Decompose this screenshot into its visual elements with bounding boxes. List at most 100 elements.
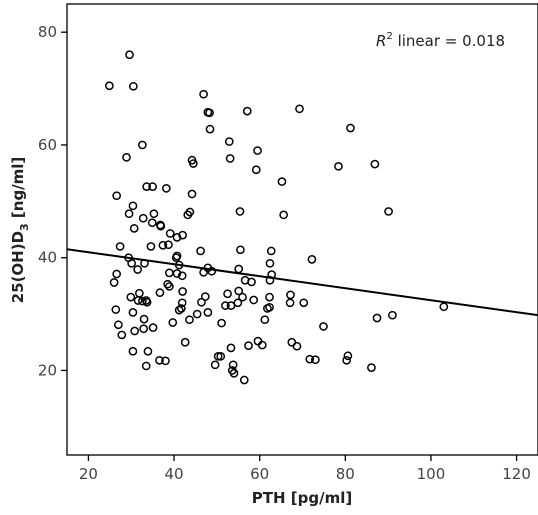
data-point	[226, 343, 236, 353]
data-point	[105, 81, 114, 91]
x-tick-label: 80	[336, 465, 355, 483]
plot-area	[66, 3, 538, 456]
data-point	[111, 305, 121, 314]
y-axis-label: 25(OH)D3 [ng/ml]	[9, 157, 31, 304]
data-point	[141, 361, 151, 371]
x-tick-label: 120	[502, 465, 531, 483]
data-point	[216, 351, 226, 361]
data-point	[176, 304, 186, 313]
data-point	[187, 189, 197, 199]
data-point	[177, 298, 187, 308]
data-point	[265, 258, 275, 268]
data-point	[236, 245, 245, 255]
y-tick-label: 80	[38, 23, 57, 41]
data-point	[200, 292, 210, 301]
data-point	[128, 201, 138, 211]
data-point	[112, 269, 122, 279]
x-axis-label: PTH [pg/ml]	[252, 489, 352, 507]
data-point	[207, 266, 217, 276]
r-squared-annotation: R2 linear = 0.018	[376, 31, 505, 50]
data-point	[139, 324, 148, 334]
data-point	[164, 240, 173, 250]
data-point	[277, 177, 287, 186]
data-point	[242, 106, 252, 116]
data-point	[247, 277, 256, 287]
data-point	[251, 165, 261, 175]
data-point	[266, 246, 276, 256]
data-point	[141, 296, 151, 305]
data-point	[155, 288, 165, 297]
data-point	[180, 337, 190, 347]
data-point	[370, 159, 380, 169]
data-point	[307, 255, 317, 264]
x-tick-label: 60	[250, 465, 269, 483]
data-point	[161, 183, 171, 193]
data-point	[147, 218, 157, 228]
data-point	[192, 309, 202, 319]
data-point	[161, 356, 170, 366]
data-point	[148, 182, 157, 192]
data-point	[213, 351, 223, 361]
data-point	[172, 269, 182, 278]
data-point	[138, 296, 147, 306]
data-point	[210, 360, 220, 370]
data-point	[117, 330, 127, 340]
data-point	[233, 298, 243, 308]
data-point	[295, 104, 304, 114]
data-point	[346, 123, 355, 133]
data-point	[178, 287, 187, 296]
data-point	[185, 207, 195, 217]
data-points	[105, 50, 449, 385]
data-point	[388, 310, 397, 320]
data-point	[128, 346, 138, 356]
data-point	[305, 354, 315, 364]
data-point	[146, 242, 156, 251]
data-point	[224, 137, 234, 146]
x-tick-label: 100	[417, 465, 446, 483]
data-point	[239, 375, 249, 385]
data-point	[217, 318, 226, 328]
data-point	[164, 282, 174, 291]
data-point	[188, 159, 198, 168]
data-point	[279, 210, 289, 220]
data-point	[205, 124, 215, 134]
data-point	[158, 240, 168, 250]
data-point	[143, 346, 153, 356]
data-point	[129, 81, 138, 91]
data-point	[138, 213, 148, 223]
y-tick-label: 20	[38, 361, 57, 379]
data-point	[343, 351, 353, 361]
data-point	[299, 298, 309, 308]
data-point	[197, 297, 206, 307]
y-tick-label: 40	[38, 249, 57, 267]
data-point	[142, 182, 151, 192]
data-point	[334, 162, 343, 171]
data-point	[138, 140, 147, 150]
data-point	[133, 265, 142, 274]
data-point	[265, 275, 275, 285]
x-tick-label: 20	[79, 465, 98, 483]
data-point	[225, 154, 235, 163]
data-point	[127, 258, 137, 268]
data-point	[149, 209, 159, 219]
data-point	[115, 242, 125, 251]
data-point	[125, 50, 134, 60]
data-point	[148, 323, 158, 332]
data-point	[229, 368, 239, 378]
data-point	[156, 221, 166, 231]
data-point	[155, 355, 164, 365]
data-point	[439, 302, 449, 312]
x-tick-label: 40	[164, 465, 183, 483]
data-point	[203, 308, 213, 317]
data-point	[172, 251, 182, 261]
data-point	[109, 278, 119, 287]
data-point	[342, 355, 351, 365]
data-point	[319, 322, 328, 331]
data-point	[199, 89, 208, 99]
data-point	[310, 355, 320, 365]
y-axis-ticks: 20 40 60 80	[38, 23, 67, 379]
data-point	[372, 313, 382, 323]
data-point	[367, 363, 376, 372]
data-point	[114, 320, 123, 330]
